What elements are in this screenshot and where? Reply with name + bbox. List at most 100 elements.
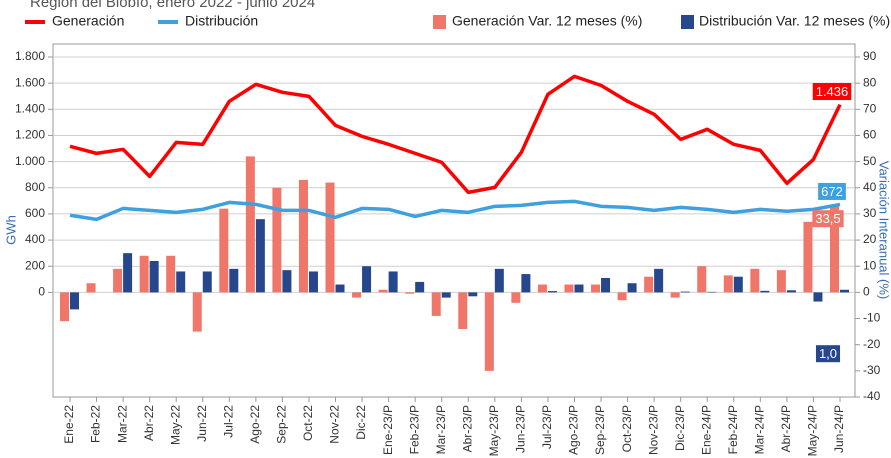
data-label-box (812, 210, 844, 228)
x-tick-label: Ago-22 (248, 405, 262, 444)
y2-tick-label: -20 (863, 337, 881, 351)
bar (601, 278, 611, 293)
y-tick-label: 0 (38, 285, 45, 299)
legend-swatch (433, 15, 446, 29)
x-tick-label: Abr-23/P (460, 405, 474, 452)
x-tick-label: Mar-23/P (434, 405, 448, 454)
bar (202, 271, 212, 293)
bar (176, 271, 186, 293)
bar (723, 275, 733, 293)
bar (803, 221, 813, 293)
x-tick-label: Dic-22 (354, 405, 368, 440)
y2-tick-label: -30 (863, 363, 881, 377)
bar (733, 276, 743, 293)
x-tick-label: Ene-24/P (699, 405, 713, 455)
y-tick-label: 400 (25, 232, 45, 246)
bar (707, 291, 717, 293)
bar (415, 281, 425, 293)
y-tick-label: 200 (25, 258, 45, 272)
bar (484, 292, 494, 371)
bar (229, 268, 239, 293)
bar (627, 283, 637, 293)
bar (468, 292, 478, 297)
bar (335, 284, 345, 293)
bar (697, 266, 707, 293)
bar (840, 289, 849, 293)
x-tick-label: Jul-23/P (540, 405, 554, 449)
y-tick-label: 1.400 (15, 101, 45, 115)
x-tick-label: Ene-22 (62, 405, 76, 444)
x-tick-label: Feb-23/P (407, 405, 421, 454)
bar (680, 291, 690, 293)
x-tick-label: Feb-24/P (726, 405, 740, 454)
bar (574, 284, 584, 293)
x-tick-label: May-23/P (487, 405, 501, 456)
x-tick-label: Mar-24/P (753, 405, 767, 454)
x-tick-label: Abr-22 (142, 405, 156, 441)
bar (86, 283, 96, 293)
bar (760, 290, 770, 293)
bar (813, 292, 823, 302)
bar (192, 292, 202, 332)
x-tick-label: Nov-23/P (646, 405, 660, 455)
bar (308, 271, 318, 293)
y-tick-label: 1.600 (15, 75, 45, 89)
bar (362, 266, 372, 293)
bar (494, 268, 504, 293)
x-tick-label: Jun-23/P (514, 405, 528, 453)
bar (298, 179, 308, 293)
x-tick-label: Jul-22 (221, 405, 235, 438)
data-label-box (818, 182, 846, 200)
y2-tick-label: -40 (863, 389, 881, 403)
bar (113, 268, 123, 293)
y2-tick-label: 10 (863, 258, 877, 272)
bar (776, 270, 786, 293)
x-tick-label: Abr-24/P (779, 405, 793, 452)
y2-tick-label: 80 (863, 75, 877, 89)
data-label-box (815, 345, 841, 363)
bar (149, 261, 159, 293)
bar (60, 292, 69, 322)
bar (670, 292, 680, 298)
bar (245, 156, 255, 293)
chart-title: Región del Biobío, enero 2022 - junio 20… (30, 0, 315, 11)
bar (431, 292, 441, 316)
bar (750, 268, 760, 293)
bar (564, 284, 574, 293)
bar (219, 208, 229, 293)
x-tick-label: Jun-22 (195, 405, 209, 442)
bar (617, 292, 627, 301)
x-tick-label: May-22 (168, 405, 182, 445)
bar (521, 274, 531, 293)
x-tick-label: Oct-22 (301, 405, 315, 441)
bar (644, 276, 654, 293)
bar (830, 204, 839, 293)
bar (458, 292, 468, 329)
y-tick-label: 1.000 (15, 154, 45, 168)
y-tick-label: 1.800 (15, 49, 45, 63)
legend-swatch (681, 15, 694, 29)
bar (352, 292, 362, 298)
x-tick-label: May-24/P (806, 405, 820, 456)
bar (166, 255, 176, 293)
bar (388, 271, 398, 293)
y2-tick-label: 60 (863, 128, 877, 142)
y2-axis-label: Variación Interanual (%) (877, 161, 891, 300)
y-tick-label: 1.200 (15, 128, 45, 142)
bar (272, 187, 282, 293)
y2-tick-label: 20 (863, 232, 877, 246)
y-tick-label: 800 (25, 180, 45, 194)
bar (139, 255, 149, 293)
data-label-box (812, 83, 852, 101)
bar (441, 292, 451, 298)
y2-tick-label: -10 (863, 311, 881, 325)
bar (255, 219, 265, 293)
y-tick-label: 600 (25, 206, 45, 220)
x-tick-label: Mar-22 (115, 405, 129, 443)
bar (537, 284, 547, 293)
data-label: 1.436 (816, 84, 849, 99)
y2-tick-label: 30 (863, 206, 877, 220)
bar (325, 182, 335, 293)
bar (405, 292, 415, 294)
